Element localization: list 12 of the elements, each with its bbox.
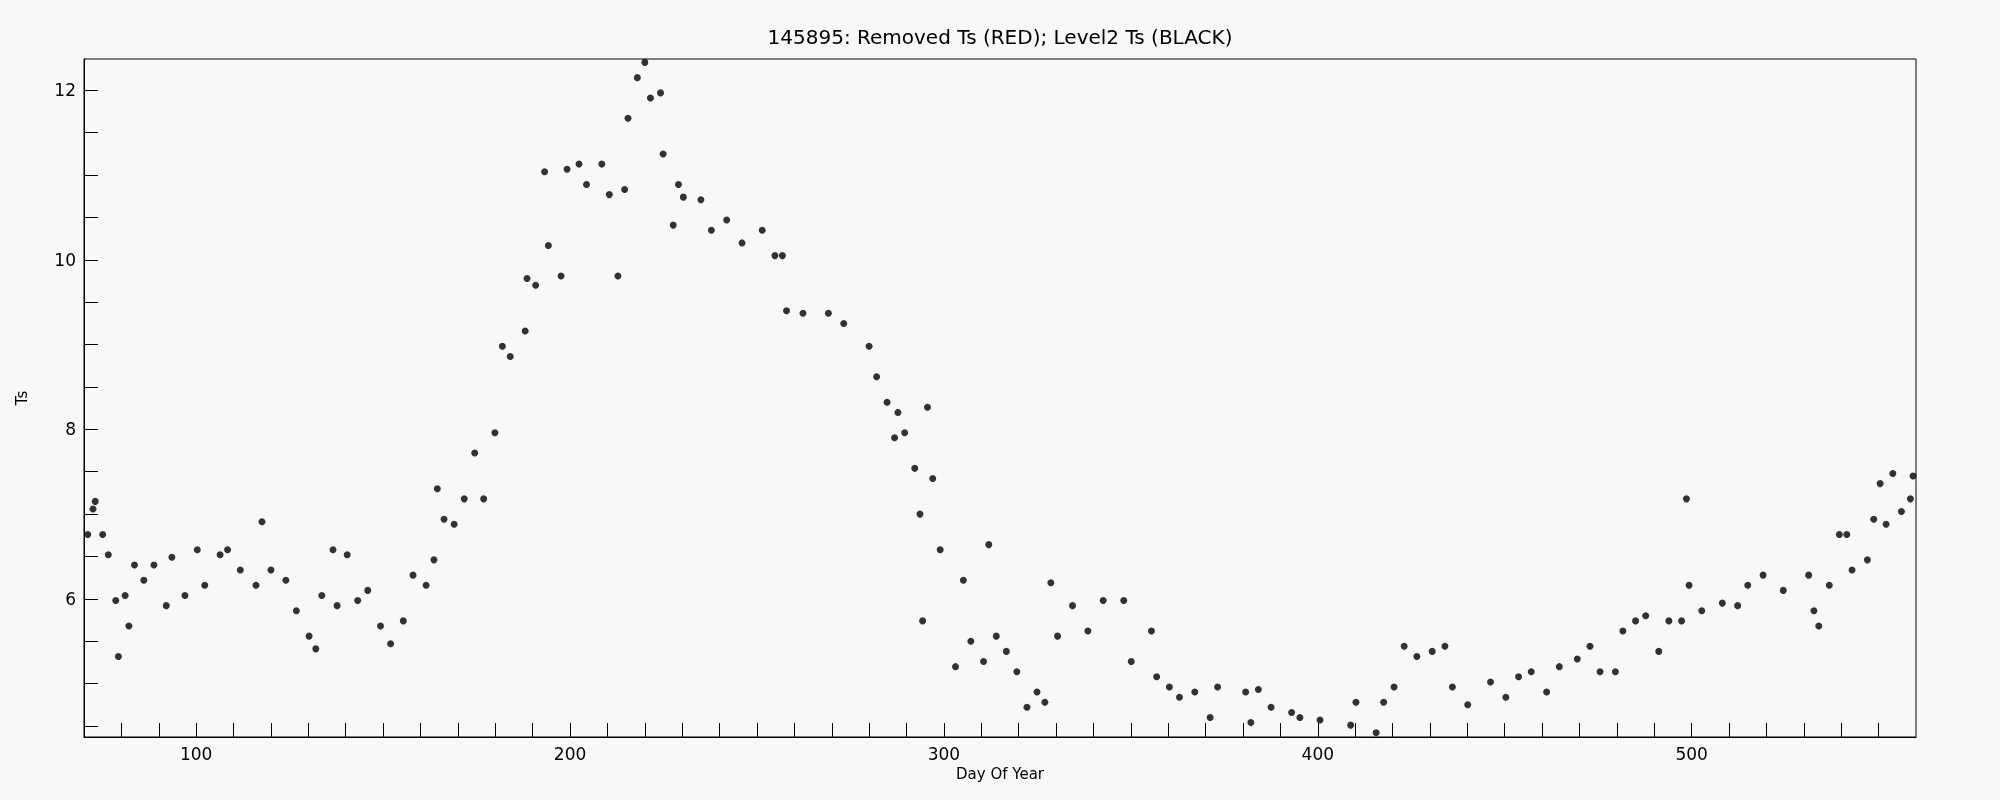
y-axis-title: Ts bbox=[12, 390, 31, 407]
y-tick-label: 8 bbox=[65, 419, 76, 440]
x-tick-label: 400 bbox=[1301, 743, 1335, 764]
y-tick-label: 6 bbox=[65, 588, 76, 609]
chart-title: 145895: Removed Ts (RED); Level2 Ts (BLACK) bbox=[767, 25, 1233, 49]
y-tick-label: 12 bbox=[54, 80, 76, 101]
x-axis-title: Day Of Year bbox=[955, 765, 1045, 784]
x-tick-label: 500 bbox=[1675, 743, 1708, 764]
x-tick-label: 100 bbox=[179, 743, 213, 764]
x-tick-label: 200 bbox=[553, 743, 587, 764]
x-tick-label: 300 bbox=[927, 743, 961, 764]
y-tick-label: 10 bbox=[54, 249, 76, 270]
